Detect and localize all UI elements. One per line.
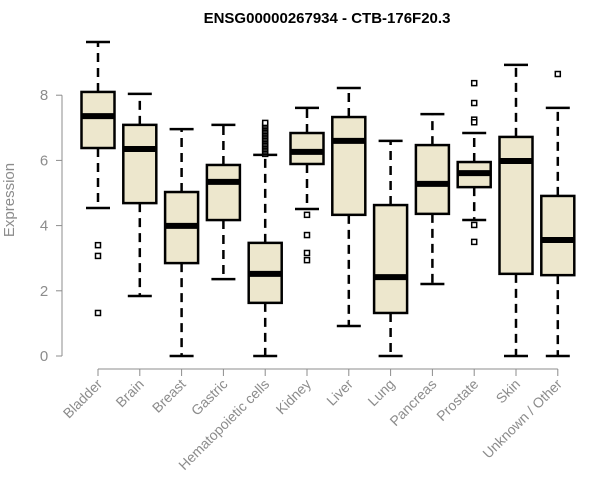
outlier-point — [94, 252, 102, 260]
box-hematopoietic-cells — [247, 119, 283, 358]
x-tick-label: Skin — [493, 376, 524, 407]
outlier-point — [303, 256, 311, 264]
box-gastric — [205, 123, 242, 281]
chart-title: ENSG00000267934 - CTB-176F20.3 — [204, 10, 451, 27]
x-tick-label: Kidney — [273, 376, 315, 418]
x-tick-label: Brain — [112, 376, 146, 410]
outlier-point — [303, 249, 311, 257]
iqr-box — [331, 115, 367, 217]
x-tick-label: Breast — [149, 376, 189, 416]
y-axis-title: Expression — [1, 163, 18, 237]
y-tick-label: 4 — [40, 218, 48, 235]
box-unknown-other — [540, 70, 576, 358]
outlier-point — [470, 119, 478, 126]
x-tick-label: Lung — [364, 376, 397, 409]
y-tick-label: 0 — [40, 348, 48, 365]
iqr-box — [122, 123, 158, 205]
y-tick-label: 2 — [40, 283, 48, 300]
x-tick-label: Prostate — [433, 376, 481, 424]
y-tick-label: 6 — [40, 152, 48, 169]
y-tick-label: 8 — [40, 87, 48, 104]
x-tick-label: Bladder — [60, 376, 106, 422]
outlier-point — [303, 211, 311, 219]
outlier-point — [303, 231, 311, 239]
outlier-point — [554, 70, 562, 78]
iqr-box — [80, 90, 116, 150]
iqr-box — [372, 203, 409, 315]
outlier-point — [261, 119, 269, 127]
y-axis: 0 2 4 6 8 — [40, 87, 63, 365]
box-liver — [331, 86, 367, 328]
outlier-point — [470, 221, 478, 229]
iqr-box — [498, 135, 534, 276]
iqr-box — [540, 194, 576, 277]
box-kidney — [289, 106, 325, 264]
iqr-box — [205, 163, 242, 222]
outlier-point — [470, 79, 478, 87]
iqr-box — [414, 143, 451, 216]
outlier-point — [470, 238, 478, 246]
outlier-point — [470, 99, 478, 107]
boxes — [80, 40, 576, 358]
box-prostate — [456, 79, 492, 246]
box-brain — [122, 92, 158, 298]
x-tick-label: Liver — [323, 376, 356, 409]
iqr-box — [289, 131, 325, 166]
box-bladder — [80, 40, 116, 317]
outlier-point — [94, 309, 102, 317]
box-lung — [372, 139, 409, 358]
outlier-point — [94, 241, 102, 249]
box-skin — [498, 63, 534, 358]
box-pancreas — [414, 112, 451, 286]
x-tick-label: Unknown / Other — [479, 376, 565, 462]
box-breast — [163, 127, 200, 358]
